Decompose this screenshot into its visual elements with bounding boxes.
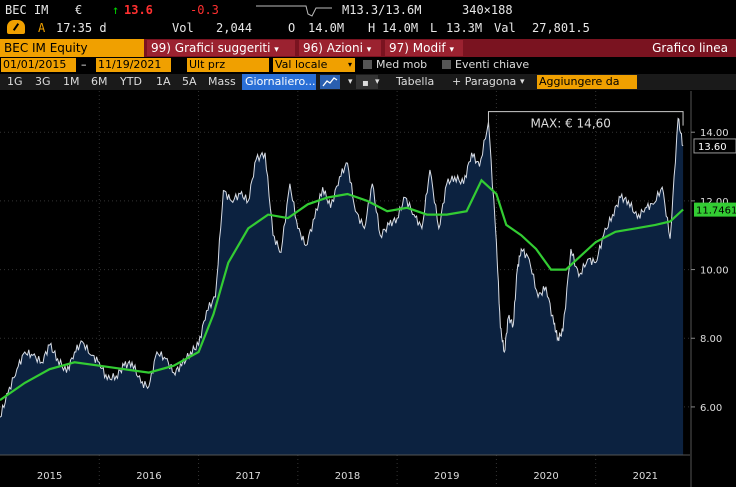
up-arrow-icon: ↑ bbox=[112, 3, 120, 17]
quote-time-flag: A bbox=[38, 21, 46, 35]
chevron-down-icon: ▾ bbox=[274, 45, 279, 55]
frequency-select[interactable]: Giornaliero... bbox=[242, 74, 316, 90]
moving-average-line bbox=[0, 178, 684, 402]
suggested-charts-button[interactable]: 99) Grafici suggeriti ▾ bbox=[147, 40, 295, 56]
currency-select[interactable]: Val locale ▾ bbox=[273, 58, 355, 72]
quote-change: -0.3 bbox=[190, 3, 219, 17]
y-tick-label: 8.00 bbox=[700, 334, 722, 345]
period-1y[interactable]: 1A bbox=[156, 75, 171, 88]
x-tick-label: 2017 bbox=[235, 471, 260, 482]
price-type-select[interactable]: Ult prz bbox=[187, 58, 269, 72]
x-axis: 2015 2016 2017 2018 2019 2020 2021 bbox=[0, 454, 690, 482]
last-price-tag-label: 13.60 bbox=[698, 142, 727, 153]
quote-last-price: 13.6 bbox=[124, 3, 153, 17]
start-date-input[interactable]: 01/01/2015 bbox=[1, 58, 76, 72]
add-from-button[interactable]: Aggiungere da bbox=[537, 75, 637, 89]
price-line bbox=[0, 117, 684, 418]
x-tick-label: 2016 bbox=[136, 471, 161, 482]
compare-button[interactable]: + Paragona bbox=[452, 75, 517, 88]
actions-number: 96) bbox=[303, 41, 323, 55]
y-tick-label: 12.00 bbox=[700, 197, 729, 208]
quote-open: 14.0M bbox=[308, 21, 345, 35]
actions-label: Azioni bbox=[326, 41, 363, 55]
edit-label: Modif bbox=[412, 41, 446, 55]
period-max[interactable]: Mass bbox=[208, 75, 236, 88]
period-bar: 1G 3G 1M 6M YTD 1A 5A Mass Giornaliero..… bbox=[0, 74, 736, 90]
quote-ticker: BEC IM bbox=[5, 3, 49, 17]
quote-val-label: Val bbox=[494, 21, 516, 35]
moving-average-tag-label: 11.7461 bbox=[696, 206, 736, 217]
y-tick-label: 6.00 bbox=[700, 403, 722, 414]
max-price-annotation: MAX: € 14,60 bbox=[530, 117, 610, 131]
quote-bar: BEC IM € ↑ 13.6 -0.3 M13.3/13.6M 340×188… bbox=[0, 0, 736, 39]
settings-icon[interactable]: ▪ bbox=[356, 75, 378, 89]
price-chart[interactable]: MAX: € 14,60 6.00 8.00 10.00 12.00 14.00 201… bbox=[0, 91, 736, 487]
edit-number: 97) bbox=[389, 41, 409, 55]
price-area bbox=[0, 118, 684, 455]
x-tick-label: 2018 bbox=[335, 471, 360, 482]
chevron-down-icon: ▾ bbox=[366, 45, 372, 55]
y-axis: 6.00 8.00 10.00 12.00 14.00 bbox=[690, 91, 729, 487]
quote-vol-label: Vol bbox=[172, 21, 194, 35]
realtime-status-icon bbox=[7, 20, 25, 34]
x-tick-label: 2015 bbox=[37, 471, 62, 482]
chart-type-title: Grafico linea bbox=[652, 41, 728, 55]
chevron-down-icon: ▾ bbox=[347, 60, 352, 69]
quote-low-label: L bbox=[430, 21, 438, 35]
period-1m[interactable]: 1M bbox=[63, 75, 80, 88]
end-date-input[interactable]: 11/19/2021 bbox=[96, 58, 171, 72]
chevron-down-icon: ▾ bbox=[449, 45, 455, 55]
suggested-charts-label: Grafici suggeriti bbox=[174, 41, 271, 55]
edit-button[interactable]: 97) Modif ▾ bbox=[385, 40, 463, 56]
quote-value: 27,801.5 bbox=[532, 21, 590, 35]
quote-open-label: O bbox=[288, 21, 296, 35]
max-price-marker bbox=[487, 111, 684, 126]
key-events-label: Eventi chiave bbox=[455, 58, 530, 71]
quote-volume: 2,044 bbox=[216, 21, 253, 35]
suggested-charts-number: 99) bbox=[151, 41, 171, 55]
parameters-bar: 01/01/2015 – 11/19/2021 Ult prz Val loca… bbox=[0, 58, 736, 73]
x-tick-label: 2019 bbox=[434, 471, 459, 482]
chart-type-icon[interactable] bbox=[320, 75, 340, 89]
date-range-dash: – bbox=[81, 58, 87, 71]
quote-size: 340×188 bbox=[462, 3, 513, 17]
period-3d[interactable]: 3G bbox=[35, 75, 51, 88]
key-events-toggle[interactable]: Eventi chiave bbox=[442, 58, 529, 72]
y-tick-label: 14.00 bbox=[700, 128, 729, 139]
chevron-down-icon[interactable]: ▾ bbox=[520, 77, 525, 87]
moving-average-toggle[interactable]: Med mob bbox=[363, 58, 427, 72]
quote-high-label: H bbox=[368, 21, 376, 35]
x-tick-label: 2020 bbox=[533, 471, 558, 482]
svg-text:▪: ▪ bbox=[362, 78, 369, 89]
quote-low: 13.3M bbox=[446, 21, 483, 35]
x-tick-label: 2021 bbox=[633, 471, 658, 482]
checkbox-icon bbox=[442, 60, 451, 69]
quote-high: 14.0M bbox=[382, 21, 419, 35]
chevron-down-icon[interactable]: ▾ bbox=[375, 77, 380, 87]
quote-time: 17:35 d bbox=[56, 21, 107, 35]
period-ytd[interactable]: YTD bbox=[120, 75, 142, 88]
quote-currency: € bbox=[75, 3, 83, 17]
price-tags: 13.60 11.7461 bbox=[693, 138, 736, 217]
price-type-value: Ult prz bbox=[189, 58, 226, 71]
period-6m[interactable]: 6M bbox=[91, 75, 108, 88]
checkbox-icon bbox=[363, 60, 372, 69]
actions-button[interactable]: 96) Azioni ▾ bbox=[299, 40, 381, 56]
security-field[interactable]: BEC IM Equity bbox=[0, 39, 144, 57]
quote-range: M13.3/13.6M bbox=[342, 3, 422, 17]
moving-average-tag bbox=[694, 202, 736, 217]
last-price-tag bbox=[693, 138, 736, 154]
period-5y[interactable]: 5A bbox=[182, 75, 197, 88]
table-button[interactable]: Tabella bbox=[396, 75, 435, 88]
currency-value: Val locale bbox=[275, 58, 328, 71]
sparkline-icon bbox=[256, 5, 332, 17]
moving-average-label: Med mob bbox=[376, 58, 428, 71]
y-tick-label: 10.00 bbox=[700, 266, 729, 277]
command-bar: BEC IM Equity 99) Grafici suggeriti ▾ 96… bbox=[0, 39, 736, 57]
chevron-down-icon[interactable]: ▾ bbox=[348, 77, 353, 87]
period-1d[interactable]: 1G bbox=[7, 75, 23, 88]
